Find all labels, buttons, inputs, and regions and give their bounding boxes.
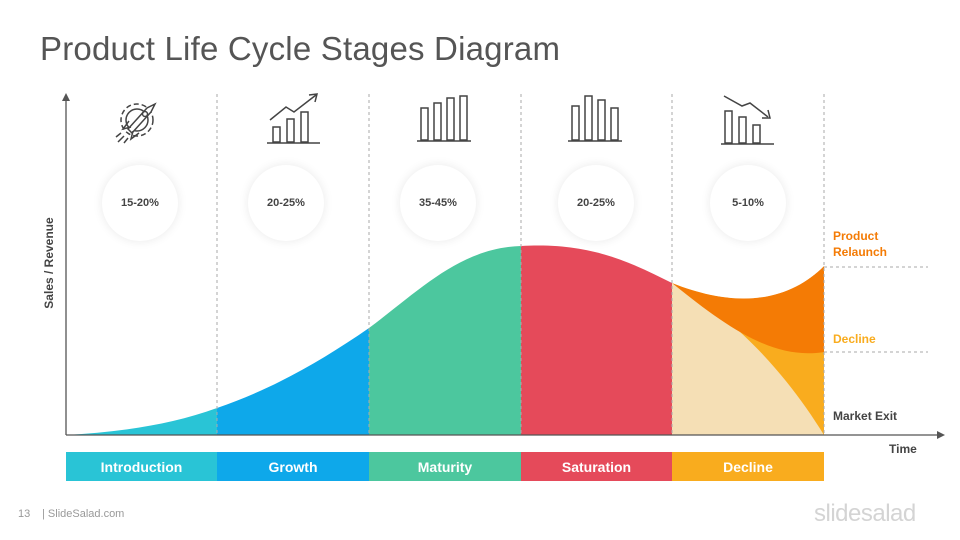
decline-mask	[672, 240, 824, 299]
stage-bar-decline: Decline	[672, 452, 824, 481]
stage-percent-introduction: 15-20%	[102, 165, 178, 241]
stage-percent-maturity: 35-45%	[400, 165, 476, 241]
brand-logo: slidesalad	[814, 500, 916, 527]
site-link[interactable]: | SlideSalad.com	[42, 508, 125, 520]
rocket-gear-icon	[115, 102, 157, 144]
slide-title: Product Life Cycle Stages Diagram	[40, 30, 561, 67]
page-number: 13	[18, 508, 31, 520]
axes	[62, 93, 945, 439]
stage-bar-saturation: Saturation	[521, 452, 672, 481]
maturity-area	[369, 246, 521, 435]
decline-label: Decline	[833, 332, 876, 346]
x-axis-label: Time	[889, 442, 917, 456]
y-axis-label: Sales / Revenue	[42, 217, 56, 309]
outcome-guides	[824, 266, 928, 353]
growth-area	[217, 328, 369, 435]
stage-percent-growth: 20-25%	[248, 165, 324, 241]
falling-bar-chart-icon	[721, 95, 774, 145]
stage-separators	[216, 94, 825, 435]
stage-bar-growth: Growth	[217, 452, 369, 481]
peaked-bar-chart-icon	[568, 95, 622, 142]
relaunch-label: Product Relaunch	[833, 229, 888, 259]
stage-bar-maturity: Maturity	[369, 452, 521, 481]
bar-chart-icon	[417, 95, 471, 142]
introduction-area	[66, 408, 217, 435]
market-exit-label: Market Exit	[833, 409, 898, 423]
stage-percent-decline: 5-10%	[710, 165, 786, 241]
relaunch-area	[672, 266, 824, 354]
stage-bar-introduction: Introduction	[66, 452, 217, 481]
stage-percent-saturation: 20-25%	[558, 165, 634, 241]
saturation-area	[521, 245, 672, 435]
rising-bar-chart-icon	[267, 93, 320, 144]
